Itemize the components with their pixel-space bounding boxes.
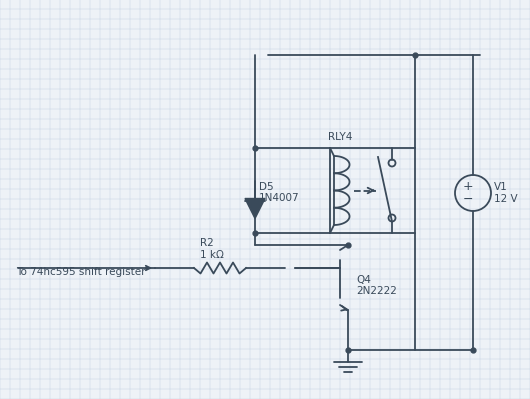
Text: R2
1 kΩ: R2 1 kΩ — [200, 238, 224, 260]
Text: To 74hc595 shift register: To 74hc595 shift register — [16, 267, 146, 277]
Bar — [330, 148, 415, 233]
Polygon shape — [245, 198, 265, 219]
Text: V1
12 V: V1 12 V — [494, 182, 518, 204]
Text: RLY4: RLY4 — [328, 132, 352, 142]
Text: +: + — [463, 180, 473, 194]
Text: Q4
2N2222: Q4 2N2222 — [356, 275, 397, 296]
Text: −: − — [463, 192, 473, 205]
Text: D5
1N4007: D5 1N4007 — [259, 182, 299, 203]
